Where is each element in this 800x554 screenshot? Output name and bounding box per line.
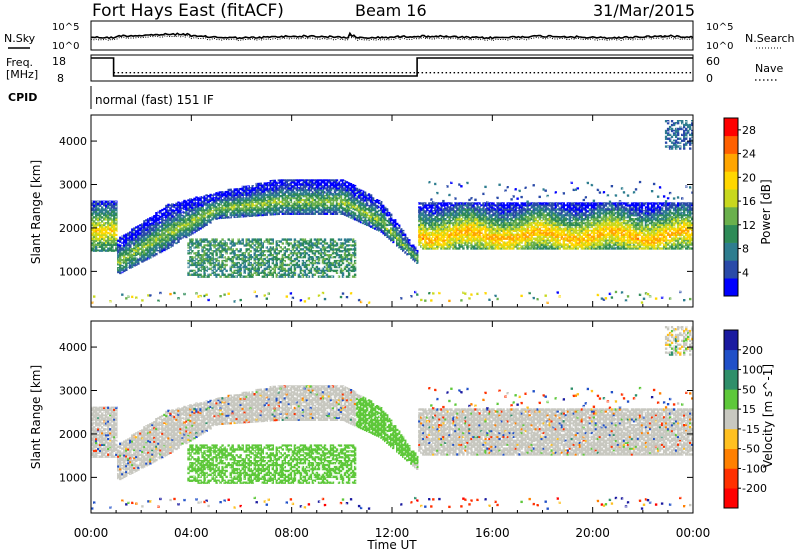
noise-tick-bottom-right: 10^0 — [706, 41, 733, 52]
freq-panel: Freq. [MHz] 18 8 60 0 Nave — [6, 54, 783, 85]
nave-label: Nave — [755, 62, 783, 75]
noise-tick-bottom-left: 10^0 — [52, 41, 79, 52]
freq-tick-top: 18 — [52, 55, 66, 68]
nsky-label: N.Sky — [4, 32, 36, 45]
cpid-text: normal (fast) 151 IF — [95, 93, 214, 107]
cpid-label: CPID — [8, 91, 37, 104]
nsearch-series — [90, 34, 694, 42]
freq-unit: [MHz] — [6, 68, 38, 81]
noise-tick-top-right: 10^5 — [706, 22, 733, 33]
freq-tick-bottom: 8 — [57, 72, 64, 85]
noise-tick-top-left: 10^5 — [52, 22, 79, 33]
nave-tick-top: 60 — [706, 55, 720, 68]
date-title: 31/Mar/2015 — [593, 1, 695, 20]
nave-tick-bottom: 0 — [706, 72, 713, 85]
nsearch-label: N.Search — [745, 32, 795, 45]
noise-panel: N.Sky 10^5 10^0 10^5 10^0 N.Search — [4, 20, 795, 52]
freq-panel-frame — [90, 54, 694, 82]
cpid-row: CPID normal (fast) 151 IF — [8, 86, 214, 109]
nsky-series — [91, 31, 694, 40]
beam-title: Beam 16 — [355, 1, 427, 20]
noise-panel-frame — [90, 20, 694, 51]
freq-series — [91, 57, 693, 77]
station-title: Fort Hays East (fitACF) — [92, 1, 284, 21]
freq-label: Freq. — [6, 56, 33, 69]
